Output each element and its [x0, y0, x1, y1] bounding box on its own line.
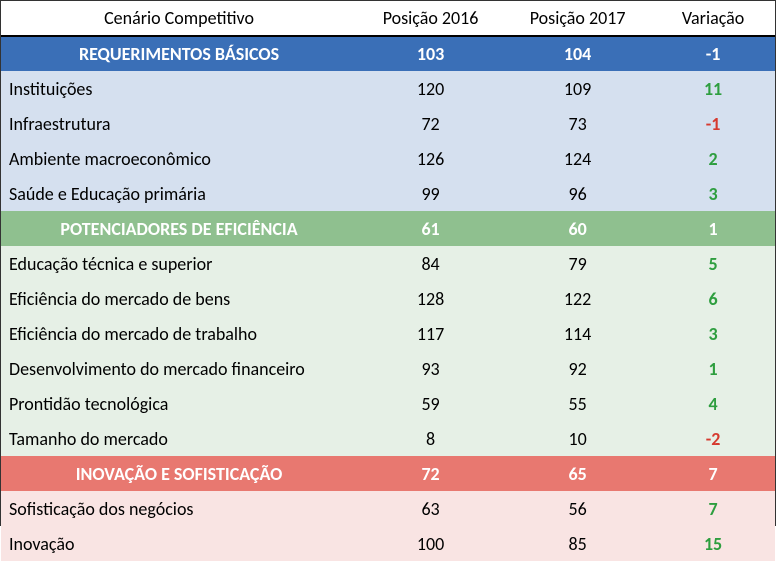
section-pos2016: 103: [357, 36, 504, 71]
row-var: 3: [651, 176, 775, 211]
table-row: Eficiência do mercado de trabalho1171143: [1, 316, 775, 351]
section-var: -1: [651, 36, 775, 71]
col-header-2016: Posição 2016: [357, 1, 504, 36]
row-pos2017: 56: [504, 491, 651, 526]
row-label: Ambiente macroeconômico: [1, 141, 357, 176]
section-row: POTENCIADORES DE EFICIÊNCIA61601: [1, 211, 775, 246]
row-pos2017: 85: [504, 526, 651, 561]
row-var: -2: [651, 421, 775, 456]
section-row: INOVAÇÃO E SOFISTICAÇÃO72657: [1, 456, 775, 491]
row-label: Eficiência do mercado de bens: [1, 281, 357, 316]
row-pos2016: 8: [357, 421, 504, 456]
row-pos2016: 99: [357, 176, 504, 211]
header-row: Cenário Competitivo Posição 2016 Posição…: [1, 1, 775, 36]
row-pos2016: 100: [357, 526, 504, 561]
row-var: 11: [651, 71, 775, 106]
row-label: Saúde e Educação primária: [1, 176, 357, 211]
table-body: REQUERIMENTOS BÁSICOS103104-1Instituiçõe…: [1, 36, 775, 561]
table-row: Infraestrutura7273-1: [1, 106, 775, 141]
row-var: 2: [651, 141, 775, 176]
row-pos2017: 114: [504, 316, 651, 351]
row-label: Inovação: [1, 526, 357, 561]
col-header-var: Variação: [651, 1, 775, 36]
table-row: Inovação1008515: [1, 526, 775, 561]
col-header-scenario: Cenário Competitivo: [1, 1, 357, 36]
row-pos2017: 96: [504, 176, 651, 211]
row-pos2017: 10: [504, 421, 651, 456]
section-pos2017: 60: [504, 211, 651, 246]
row-label: Tamanho do mercado: [1, 421, 357, 456]
col-header-2017: Posição 2017: [504, 1, 651, 36]
table-row: Prontidão tecnológica59554: [1, 386, 775, 421]
row-var: 1: [651, 351, 775, 386]
row-pos2017: 109: [504, 71, 651, 106]
table-row: Instituições12010911: [1, 71, 775, 106]
row-pos2016: 72: [357, 106, 504, 141]
table-row: Tamanho do mercado810-2: [1, 421, 775, 456]
row-pos2016: 93: [357, 351, 504, 386]
table-row: Ambiente macroeconômico1261242: [1, 141, 775, 176]
row-pos2016: 120: [357, 71, 504, 106]
row-label: Prontidão tecnológica: [1, 386, 357, 421]
row-pos2016: 84: [357, 246, 504, 281]
row-label: Instituições: [1, 71, 357, 106]
row-label: Eficiência do mercado de trabalho: [1, 316, 357, 351]
competitive-table-container: Cenário Competitivo Posição 2016 Posição…: [0, 0, 776, 526]
row-pos2016: 128: [357, 281, 504, 316]
row-var: 3: [651, 316, 775, 351]
section-title: REQUERIMENTOS BÁSICOS: [1, 36, 357, 71]
section-var: 7: [651, 456, 775, 491]
row-var: 6: [651, 281, 775, 316]
section-row: REQUERIMENTOS BÁSICOS103104-1: [1, 36, 775, 71]
row-label: Infraestrutura: [1, 106, 357, 141]
table-row: Sofisticação dos negócios63567: [1, 491, 775, 526]
section-pos2016: 61: [357, 211, 504, 246]
row-pos2017: 92: [504, 351, 651, 386]
row-pos2017: 124: [504, 141, 651, 176]
row-pos2017: 79: [504, 246, 651, 281]
row-pos2017: 122: [504, 281, 651, 316]
row-var: 5: [651, 246, 775, 281]
section-title: POTENCIADORES DE EFICIÊNCIA: [1, 211, 357, 246]
table-row: Educação técnica e superior84795: [1, 246, 775, 281]
row-label: Educação técnica e superior: [1, 246, 357, 281]
row-var: 7: [651, 491, 775, 526]
row-pos2016: 126: [357, 141, 504, 176]
row-pos2017: 73: [504, 106, 651, 141]
row-label: Desenvolvimento do mercado financeiro: [1, 351, 357, 386]
section-title: INOVAÇÃO E SOFISTICAÇÃO: [1, 456, 357, 491]
row-pos2017: 55: [504, 386, 651, 421]
row-var: -1: [651, 106, 775, 141]
section-pos2017: 104: [504, 36, 651, 71]
competitive-table: Cenário Competitivo Posição 2016 Posição…: [1, 1, 775, 561]
section-pos2016: 72: [357, 456, 504, 491]
table-row: Saúde e Educação primária99963: [1, 176, 775, 211]
row-pos2016: 59: [357, 386, 504, 421]
row-pos2016: 63: [357, 491, 504, 526]
row-var: 15: [651, 526, 775, 561]
table-row: Desenvolvimento do mercado financeiro939…: [1, 351, 775, 386]
row-label: Sofisticação dos negócios: [1, 491, 357, 526]
row-pos2016: 117: [357, 316, 504, 351]
table-row: Eficiência do mercado de bens1281226: [1, 281, 775, 316]
section-pos2017: 65: [504, 456, 651, 491]
row-var: 4: [651, 386, 775, 421]
section-var: 1: [651, 211, 775, 246]
